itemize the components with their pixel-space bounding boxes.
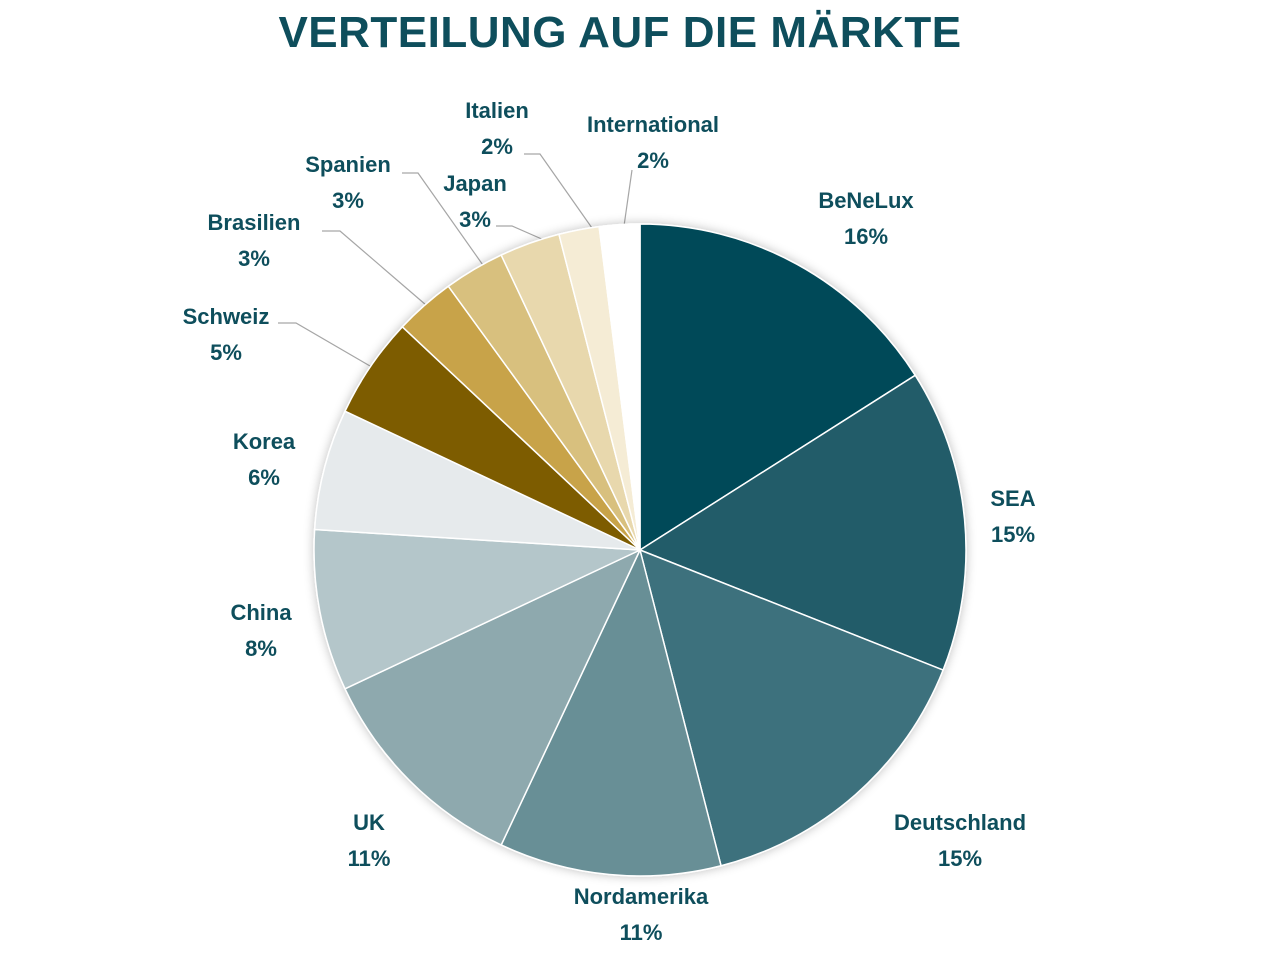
slice-percent: 8%	[245, 636, 277, 661]
slice-label-benelux: BeNeLux 16%	[818, 188, 914, 249]
slice-percent: 16%	[844, 224, 888, 249]
slice-name: China	[230, 600, 292, 625]
pie-slice-china	[313, 528, 641, 690]
leader-line-italien	[524, 153, 593, 229]
slice-percent: 5%	[210, 340, 242, 365]
slice-label-china: China 8%	[230, 600, 292, 661]
slice-label-korea: Korea 6%	[233, 429, 296, 490]
slice-label-deutschland: Deutschland 15%	[894, 810, 1026, 871]
pie-slice-korea	[313, 410, 641, 551]
pie-slices	[313, 223, 967, 877]
slice-name: Japan	[443, 171, 507, 196]
leader-line-brasilien	[322, 230, 427, 306]
slice-percent: 3%	[238, 246, 270, 271]
slice-percent: 2%	[481, 134, 513, 159]
slice-label-japan: Japan 3%	[443, 171, 507, 232]
slice-name: Schweiz	[183, 304, 270, 329]
leader-lines	[278, 153, 633, 367]
leader-line-schweiz	[278, 322, 371, 367]
slice-percent: 15%	[991, 522, 1035, 547]
pie-slice-nordamerika	[500, 549, 722, 877]
slice-labels: BeNeLux 16% SEA 15% Deutschland 15% Nordamerik…	[183, 98, 1036, 945]
pie-slice-international	[598, 223, 641, 551]
slice-label-italien: Italien 2%	[465, 98, 529, 159]
slice-percent: 3%	[459, 207, 491, 232]
pie-slice-deutschland	[639, 549, 944, 867]
slice-label-brasilien: Brasilien 3%	[208, 210, 301, 271]
slice-percent: 2%	[637, 148, 669, 173]
slice-label-schweiz: Schweiz 5%	[183, 304, 270, 365]
slice-percent: 6%	[248, 465, 280, 490]
slice-label-uk: UK 11%	[348, 810, 391, 871]
slice-label-international: International 2%	[587, 112, 719, 173]
slice-label-spanien: Spanien 3%	[305, 152, 391, 213]
pie-slice-benelux	[639, 223, 916, 551]
slice-percent: 11%	[348, 846, 391, 871]
slice-label-nordamerika: Nordamerika 11%	[574, 884, 709, 945]
slice-name: Brasilien	[208, 210, 301, 235]
leader-line-spanien	[402, 172, 486, 269]
slice-name: Korea	[233, 429, 296, 454]
leader-line-japan	[496, 225, 545, 241]
slice-name: SEA	[990, 486, 1035, 511]
slice-percent: 11%	[620, 920, 663, 945]
slice-percent: 15%	[938, 846, 982, 871]
slice-name: UK	[353, 810, 385, 835]
slice-name: Deutschland	[894, 810, 1026, 835]
slice-name: Spanien	[305, 152, 391, 177]
pie-slice-sea	[639, 374, 967, 671]
pie-slice-uk	[344, 549, 641, 846]
slice-name: International	[587, 112, 719, 137]
slice-name: Italien	[465, 98, 529, 123]
slice-label-sea: SEA 15%	[990, 486, 1035, 547]
slice-name: Nordamerika	[574, 884, 709, 909]
chart-title: VERTEILUNG AUF DIE MÄRKTE	[278, 8, 962, 57]
leader-line-international	[623, 169, 633, 227]
slice-percent: 3%	[332, 188, 364, 213]
slice-name: BeNeLux	[818, 188, 914, 213]
